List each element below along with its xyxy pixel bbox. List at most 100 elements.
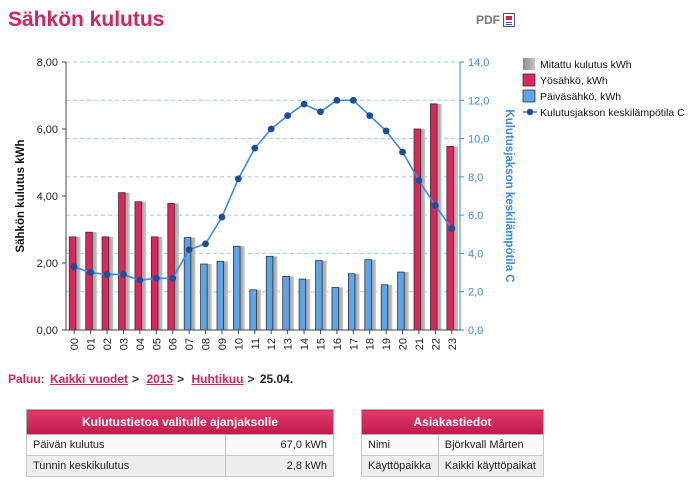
customer-value: Kaikki käyttöpaikat [437, 455, 545, 477]
breadcrumb-link-month[interactable]: Huhtikuu [191, 372, 244, 386]
x-tick-label: 02 [102, 338, 114, 350]
x-tick-label: 17 [348, 338, 360, 350]
temperature-point [185, 246, 193, 254]
temperature-point [382, 127, 390, 135]
bar-measured [90, 232, 97, 330]
bar-day [347, 273, 356, 331]
temperature-point [267, 125, 275, 133]
bar-night [446, 146, 454, 331]
temperature-point [103, 271, 111, 278]
bar-day [331, 287, 339, 331]
bar-measured [139, 201, 147, 330]
bar-measured [221, 261, 229, 330]
bar-measured [156, 236, 163, 330]
customer-title: Asiakastiedot [361, 409, 544, 435]
bar-measured [336, 287, 344, 330]
temperature-point [333, 96, 341, 104]
temperature-point [87, 269, 95, 276]
temperature-point [234, 175, 242, 183]
customer-value: Björkvall Mårten [437, 434, 545, 456]
bar-night [167, 202, 175, 331]
y-tick-label: 8,00 [37, 57, 58, 69]
bar-measured [189, 237, 196, 330]
bar-night [101, 236, 110, 331]
temperature-point [366, 112, 374, 119]
y-axis-label: Sähkön kulutus kWh [15, 139, 27, 252]
bar-night [150, 236, 159, 331]
plot-area [66, 62, 460, 330]
bar-measured [254, 289, 262, 330]
temperature-point [415, 177, 423, 185]
temperature-point [300, 100, 308, 108]
bar-day [282, 275, 290, 331]
breadcrumb-separator: > [132, 372, 140, 386]
legend-swatch [526, 108, 534, 116]
legend-label: Yösähkö, kWh [540, 75, 608, 87]
bar-night [134, 201, 142, 331]
x-tick-label: 07 [184, 338, 196, 350]
bar-day [397, 271, 405, 331]
customer-table: Asiakastiedot Nimi Björkvall Mårten Käyt… [361, 409, 545, 477]
temperature-point [349, 96, 357, 104]
breadcrumb: Paluu: Kaikki vuodet > 2013 > Huhtikuu > 25… [8, 372, 293, 386]
bar-day [200, 263, 208, 331]
legend-label: Kulutusjakson keskilämpötila C [540, 107, 685, 119]
x-tick-label: 10 [233, 338, 245, 350]
table-row: Päivän kulutus 67,0 kWh [26, 434, 335, 456]
temperature-point [431, 202, 439, 209]
bar-day [380, 284, 389, 331]
x-tick-label: 08 [201, 338, 213, 350]
temperature-point [317, 108, 324, 116]
bar-measured [435, 103, 442, 330]
bar-measured [172, 203, 179, 330]
bar-measured [320, 260, 327, 330]
x-tick-label: 12 [266, 338, 278, 350]
bar-measured [418, 129, 426, 330]
bar-measured [205, 264, 212, 330]
bar-measured [271, 256, 278, 330]
y2-tick-label: 10,0 [468, 134, 489, 146]
temperature-point [399, 148, 406, 156]
bar-measured [353, 273, 360, 330]
bar-measured [107, 236, 114, 330]
page-title: Sähkön kulutus [8, 8, 165, 31]
y2-tick-label: 14,0 [468, 57, 489, 69]
pdf-export-button[interactable]: PDF [476, 13, 515, 27]
customer-label: Nimi [361, 434, 439, 456]
table-row: Tunnin keskikulutus 2,8 kWh [26, 455, 335, 477]
breadcrumb-current: 25.04. [259, 372, 294, 386]
temperature-point [251, 144, 259, 152]
summary-label: Päivän kulutus [26, 434, 226, 456]
pdf-icon [503, 13, 515, 27]
y2-tick-label: 2,0 [468, 287, 483, 299]
breadcrumb-link-year[interactable]: 2013 [146, 372, 174, 386]
breadcrumb-prefix: Paluu: [8, 372, 45, 386]
x-tick-label: 13 [283, 338, 295, 350]
summary-value: 67,0 kWh [224, 434, 335, 456]
summary-label: Tunnin keskikulutus [26, 455, 226, 477]
x-tick-label: 23 [447, 338, 459, 350]
legend-swatch [522, 73, 536, 87]
bar-day [249, 289, 257, 331]
temperature-point [152, 274, 160, 282]
breadcrumb-link-all-years[interactable]: Kaikki vuodet [50, 372, 129, 386]
x-tick-label: 09 [217, 338, 229, 350]
bar-measured [238, 246, 245, 330]
bar-day [298, 278, 307, 331]
temperature-point [70, 263, 78, 271]
x-tick-label: 11 [250, 338, 262, 349]
x-tick-label: 04 [135, 338, 147, 350]
summary-table: Kulutustietoa valitulle ajanjaksolle Päi… [26, 409, 335, 477]
x-tick-label: 00 [69, 338, 81, 350]
bar-measured [369, 259, 376, 330]
temperature-point [218, 213, 226, 221]
y2-tick-label: 8,0 [468, 172, 483, 184]
consumption-chart: 0,00 2,00 4,00 6,00 8,00 0,0 2,0 4,0 6,0 8,0 10,0 1… [15, 57, 685, 350]
legend-swatch [523, 58, 535, 70]
breadcrumb-separator: > [247, 372, 255, 386]
temperature-point [284, 112, 292, 119]
x-tick-label: 03 [118, 338, 130, 350]
temperature-point [169, 274, 177, 282]
y-tick-label: 0,00 [37, 325, 58, 337]
y-tick-label: 2,00 [37, 258, 58, 270]
